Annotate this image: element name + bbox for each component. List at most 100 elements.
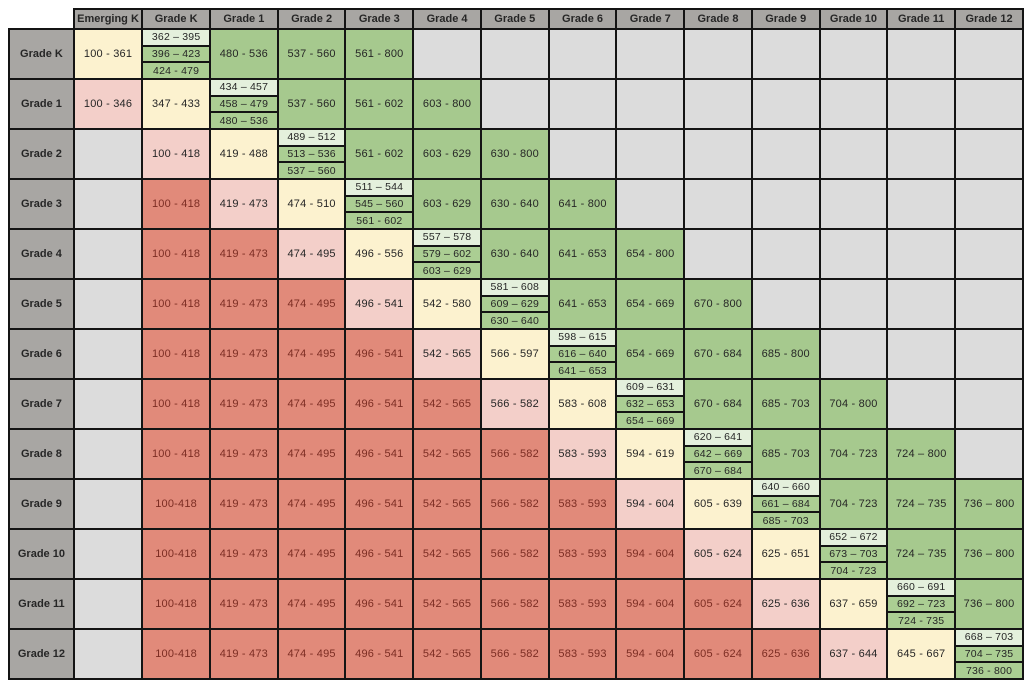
cell-grade-10-grade-2: 474 - 495 bbox=[276, 528, 347, 580]
cell-grade-7-grade-4: 542 - 565 bbox=[412, 378, 482, 430]
cell-grade-11-grade-12: 736 – 800 bbox=[954, 578, 1024, 630]
grade-score-matrix: Emerging K Grade K Grade 1 Grade 2 Grade 3 Gr… bbox=[8, 8, 1024, 680]
cell-grade-10-grade-k: 100-418 bbox=[141, 528, 211, 580]
cell-grade-2-grade-2: 489 – 512 513 – 536 537 – 560 bbox=[276, 128, 347, 180]
stack-range-1: 511 – 544 bbox=[347, 181, 412, 197]
cell-grade-11-grade-10: 637 - 659 bbox=[818, 578, 889, 630]
cell-grade-7-grade-5: 566 - 582 bbox=[479, 378, 550, 430]
cell-grade-6-grade-2: 474 - 495 bbox=[276, 328, 347, 380]
cell-grade-1-grade-11 bbox=[886, 78, 957, 130]
row-label-grade-1: Grade 1 bbox=[8, 78, 75, 130]
cell-grade-1-grade-3: 561 - 602 bbox=[344, 78, 415, 130]
placement-range-stack: 660 – 691 692 – 723 724 - 735 bbox=[889, 581, 954, 627]
cell-grade-6-grade-11 bbox=[886, 328, 957, 380]
cell-grade-1-grade-12 bbox=[954, 78, 1024, 130]
placement-range-stack: 640 – 660 661 – 684 685 - 703 bbox=[753, 481, 818, 527]
row-label-grade-6: Grade 6 bbox=[8, 328, 75, 380]
cell-grade-3-grade-7 bbox=[615, 178, 686, 230]
row-grade-10: Grade 10 100-418 419 - 473 474 - 495 496 - 5… bbox=[8, 528, 1024, 580]
row-grade-4: Grade 4 100 - 418 419 - 473 474 - 495 496 - … bbox=[8, 228, 1024, 280]
row-grade-8: Grade 8 100 - 418 419 - 473 474 - 495 496 - … bbox=[8, 428, 1024, 480]
cell-grade-9-grade-9: 640 – 660 661 – 684 685 - 703 bbox=[750, 478, 821, 530]
cell-grade-k-grade-10 bbox=[818, 28, 889, 80]
cell-grade-6-grade-k: 100 - 418 bbox=[141, 328, 211, 380]
cell-grade-4-grade-2: 474 - 495 bbox=[276, 228, 347, 280]
cell-grade-8-grade-5: 566 - 582 bbox=[479, 428, 550, 480]
row-grade-5: Grade 5 100 - 418 419 - 473 474 - 495 496 - … bbox=[8, 278, 1024, 330]
stack-range-1: 489 – 512 bbox=[279, 131, 344, 147]
cell-grade-2-grade-1: 419 - 488 bbox=[208, 128, 279, 180]
cell-grade-11-grade-1: 419 - 473 bbox=[208, 578, 279, 630]
row-grade-k: Grade K 100 - 361 362 – 395 396 – 423 424 - … bbox=[8, 28, 1024, 80]
stack-range-2: 609 – 629 bbox=[482, 296, 547, 314]
cell-grade-2-grade-4: 603 - 629 bbox=[412, 128, 482, 180]
cell-grade-k-grade-11 bbox=[886, 28, 957, 80]
row-grade-9: Grade 9 100-418 419 - 473 474 - 495 496 - 54… bbox=[8, 478, 1024, 530]
stack-range-1: 609 – 631 bbox=[618, 381, 683, 397]
stack-range-3: 424 - 479 bbox=[144, 63, 208, 77]
placement-range-stack: 557 – 578 579 – 602 603 – 629 bbox=[415, 231, 479, 277]
stack-range-3: 654 – 669 bbox=[618, 413, 683, 427]
cell-grade-12-grade-7: 594 - 604 bbox=[615, 628, 686, 680]
cell-grade-10-grade-5: 566 - 582 bbox=[479, 528, 550, 580]
cell-grade-9-grade-1: 419 - 473 bbox=[208, 478, 279, 530]
row-grade-2: Grade 2 100 - 418 419 - 488 489 – 512 513 – … bbox=[8, 128, 1024, 180]
stack-range-3: 641 – 653 bbox=[550, 363, 615, 377]
cell-grade-1-grade-7 bbox=[615, 78, 686, 130]
cell-grade-7-grade-k: 100 - 418 bbox=[141, 378, 211, 430]
cell-grade-11-grade-7: 594 - 604 bbox=[615, 578, 686, 630]
cell-grade-8-emerging-k bbox=[72, 428, 144, 480]
cell-grade-k-grade-8 bbox=[683, 28, 753, 80]
row-label-grade-7: Grade 7 bbox=[8, 378, 75, 430]
cell-grade-4-grade-4: 557 – 578 579 – 602 603 – 629 bbox=[412, 228, 482, 280]
cell-grade-7-emerging-k bbox=[72, 378, 144, 430]
cell-grade-4-grade-k: 100 - 418 bbox=[141, 228, 211, 280]
stack-range-2: 661 – 684 bbox=[753, 496, 818, 514]
cell-grade-3-grade-6: 641 - 800 bbox=[547, 178, 618, 230]
cell-grade-9-grade-k: 100-418 bbox=[141, 478, 211, 530]
cell-grade-7-grade-7: 609 – 631 632 – 653 654 – 669 bbox=[615, 378, 686, 430]
cell-grade-12-grade-6: 583 - 593 bbox=[547, 628, 618, 680]
cell-grade-2-grade-5: 630 - 800 bbox=[479, 128, 550, 180]
cell-grade-12-grade-5: 566 - 582 bbox=[479, 628, 550, 680]
cell-grade-12-grade-3: 496 - 541 bbox=[344, 628, 415, 680]
cell-grade-5-grade-12 bbox=[954, 278, 1024, 330]
cell-grade-3-grade-10 bbox=[818, 178, 889, 230]
cell-grade-2-emerging-k bbox=[72, 128, 144, 180]
cell-grade-9-emerging-k bbox=[72, 478, 144, 530]
col-header-grade-k: Grade K bbox=[141, 8, 211, 30]
cell-grade-8-grade-4: 542 - 565 bbox=[412, 428, 482, 480]
stack-range-2: 673 – 703 bbox=[821, 546, 886, 564]
stack-range-1: 581 – 608 bbox=[482, 281, 547, 297]
cell-grade-k-grade-1: 480 - 536 bbox=[208, 28, 279, 80]
cell-grade-8-grade-12 bbox=[954, 428, 1024, 480]
cell-grade-1-grade-2: 537 - 560 bbox=[276, 78, 347, 130]
row-label-grade-11: Grade 11 bbox=[8, 578, 75, 630]
cell-grade-11-grade-8: 605 - 624 bbox=[683, 578, 753, 630]
cell-grade-6-grade-8: 670 - 684 bbox=[683, 328, 753, 380]
cell-grade-k-grade-5 bbox=[479, 28, 550, 80]
placement-range-stack: 620 – 641 642 – 669 670 – 684 bbox=[686, 431, 750, 477]
cell-grade-k-grade-7 bbox=[615, 28, 686, 80]
cell-grade-7-grade-2: 474 - 495 bbox=[276, 378, 347, 430]
col-header-grade-5: Grade 5 bbox=[479, 8, 550, 30]
stack-range-3: 561 - 602 bbox=[347, 213, 412, 227]
cell-grade-4-emerging-k bbox=[72, 228, 144, 280]
stack-range-3: 736 - 800 bbox=[957, 663, 1022, 677]
cell-grade-9-grade-10: 704 - 723 bbox=[818, 478, 889, 530]
row-label-grade-k: Grade K bbox=[8, 28, 75, 80]
cell-grade-12-grade-9: 625 - 636 bbox=[750, 628, 821, 680]
row-grade-7: Grade 7 100 - 418 419 - 473 474 - 495 496 - … bbox=[8, 378, 1024, 430]
placement-range-stack: 362 – 395 396 – 423 424 - 479 bbox=[144, 31, 208, 77]
cell-grade-5-grade-2: 474 - 495 bbox=[276, 278, 347, 330]
stack-range-3: 704 - 723 bbox=[821, 563, 886, 577]
placement-range-stack: 609 – 631 632 – 653 654 – 669 bbox=[618, 381, 683, 427]
cell-grade-6-grade-6: 598 – 615 616 – 640 641 – 653 bbox=[547, 328, 618, 380]
col-header-grade-1: Grade 1 bbox=[208, 8, 279, 30]
placement-range-stack: 511 – 544 545 – 560 561 - 602 bbox=[347, 181, 412, 227]
cell-grade-11-grade-11: 660 – 691 692 – 723 724 - 735 bbox=[886, 578, 957, 630]
stack-range-2: 692 – 723 bbox=[889, 596, 954, 614]
cell-grade-k-grade-4 bbox=[412, 28, 482, 80]
col-header-grade-12: Grade 12 bbox=[954, 8, 1024, 30]
